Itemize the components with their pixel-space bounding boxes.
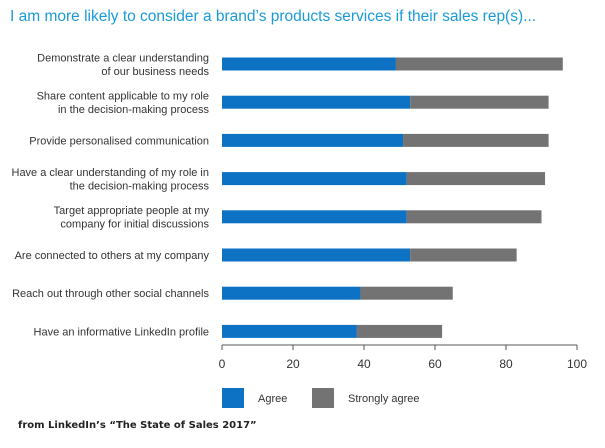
bar-agree-3	[222, 172, 407, 186]
category-label-3: Have a clear understanding of my role in…	[12, 167, 210, 193]
x-tick-label-3: 60	[428, 357, 442, 371]
x-axis: 0 20 40 60 80 100	[219, 344, 587, 371]
bars-group	[222, 57, 563, 338]
bar-strongly-agree-3	[406, 172, 546, 186]
bar-agree-4	[222, 210, 407, 224]
category-labels: Demonstrate a clear understanding of our …	[12, 52, 210, 338]
x-tick-label-5: 100	[567, 357, 587, 371]
bar-agree-0	[222, 57, 396, 71]
legend-swatch-strongly-agree	[312, 388, 334, 408]
bar-agree-1	[222, 95, 411, 109]
bar-agree-5	[222, 248, 411, 262]
x-tick-label-1: 20	[286, 357, 300, 371]
source-note: from LinkedIn’s “The State of Sales 2017…	[18, 420, 257, 431]
x-tick-label-4: 80	[499, 357, 513, 371]
category-label-5: Are connected to others at my company	[15, 250, 210, 262]
legend: Agree Strongly agree	[222, 388, 420, 408]
x-tick-label-0: 0	[219, 357, 226, 371]
category-label-6: Reach out through other social channels	[12, 288, 209, 300]
bar-strongly-agree-5	[410, 248, 517, 262]
chart-title: I am more likely to consider a brand’s p…	[10, 8, 537, 25]
bar-agree-2	[222, 133, 404, 147]
bar-agree-6	[222, 286, 361, 300]
category-label-0: Demonstrate a clear understanding of our …	[37, 52, 209, 78]
bar-strongly-agree-4	[406, 210, 542, 224]
category-label-4: Target appropriate people at my company f…	[54, 205, 210, 231]
category-label-1: Share content applicable to my role in th…	[37, 90, 210, 116]
bar-agree-7	[222, 324, 357, 338]
bar-strongly-agree-0	[395, 57, 563, 71]
x-tick-label-2: 40	[357, 357, 371, 371]
bar-strongly-agree-2	[403, 133, 549, 147]
legend-swatch-agree	[222, 388, 244, 408]
legend-label-strongly-agree: Strongly agree	[348, 393, 420, 405]
category-label-7: Have an informative LinkedIn profile	[34, 326, 209, 338]
bar-strongly-agree-1	[410, 95, 549, 109]
legend-label-agree: Agree	[258, 393, 287, 405]
bar-strongly-agree-6	[360, 286, 453, 300]
bar-strongly-agree-7	[356, 324, 443, 338]
category-label-2: Provide personalised communication	[29, 135, 209, 147]
